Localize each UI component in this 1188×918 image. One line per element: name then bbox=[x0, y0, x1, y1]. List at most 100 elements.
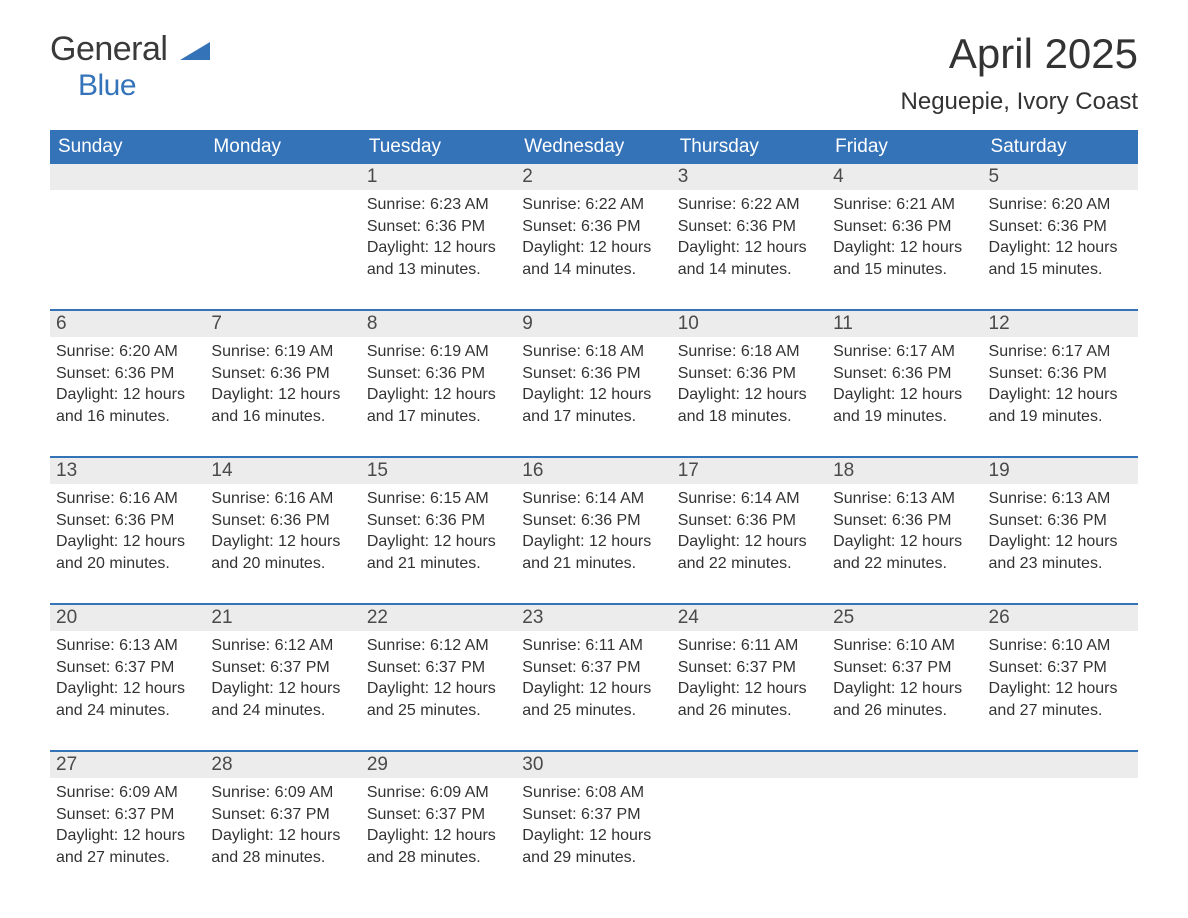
day-content: Sunrise: 6:14 AMSunset: 6:36 PMDaylight:… bbox=[516, 484, 671, 574]
day-number: 14 bbox=[205, 458, 360, 484]
daylight-text: Daylight: 12 hours and 29 minutes. bbox=[522, 825, 665, 868]
day-content: Sunrise: 6:17 AMSunset: 6:36 PMDaylight:… bbox=[983, 337, 1138, 427]
day-number: 6 bbox=[50, 311, 205, 337]
day-number bbox=[827, 752, 982, 778]
day-content: Sunrise: 6:09 AMSunset: 6:37 PMDaylight:… bbox=[205, 778, 360, 868]
day-content: Sunrise: 6:16 AMSunset: 6:36 PMDaylight:… bbox=[50, 484, 205, 574]
location: Neguepie, Ivory Coast bbox=[901, 88, 1138, 116]
day-cell: 8Sunrise: 6:19 AMSunset: 6:36 PMDaylight… bbox=[361, 311, 516, 436]
logo: General Blue bbox=[50, 30, 210, 103]
day-cell: 13Sunrise: 6:16 AMSunset: 6:36 PMDayligh… bbox=[50, 458, 205, 583]
sunrise-text: Sunrise: 6:14 AM bbox=[678, 488, 821, 510]
day-cell: 28Sunrise: 6:09 AMSunset: 6:37 PMDayligh… bbox=[205, 752, 360, 877]
daylight-text: Daylight: 12 hours and 26 minutes. bbox=[678, 678, 821, 721]
week-row: 20Sunrise: 6:13 AMSunset: 6:37 PMDayligh… bbox=[50, 603, 1138, 730]
weekday-header-row: SundayMondayTuesdayWednesdayThursdayFrid… bbox=[50, 130, 1138, 164]
daylight-text: Daylight: 12 hours and 22 minutes. bbox=[833, 531, 976, 574]
day-number: 26 bbox=[983, 605, 1138, 631]
day-content: Sunrise: 6:17 AMSunset: 6:36 PMDaylight:… bbox=[827, 337, 982, 427]
day-number bbox=[672, 752, 827, 778]
daylight-text: Daylight: 12 hours and 17 minutes. bbox=[367, 384, 510, 427]
day-cell: 15Sunrise: 6:15 AMSunset: 6:36 PMDayligh… bbox=[361, 458, 516, 583]
sunrise-text: Sunrise: 6:12 AM bbox=[367, 635, 510, 657]
day-cell: 29Sunrise: 6:09 AMSunset: 6:37 PMDayligh… bbox=[361, 752, 516, 877]
day-number: 10 bbox=[672, 311, 827, 337]
sunset-text: Sunset: 6:36 PM bbox=[211, 363, 354, 385]
day-number: 16 bbox=[516, 458, 671, 484]
day-number: 8 bbox=[361, 311, 516, 337]
sunrise-text: Sunrise: 6:18 AM bbox=[522, 341, 665, 363]
day-number: 24 bbox=[672, 605, 827, 631]
sunset-text: Sunset: 6:36 PM bbox=[833, 510, 976, 532]
sunset-text: Sunset: 6:37 PM bbox=[211, 657, 354, 679]
sunset-text: Sunset: 6:36 PM bbox=[522, 363, 665, 385]
day-content: Sunrise: 6:19 AMSunset: 6:36 PMDaylight:… bbox=[361, 337, 516, 427]
day-cell: 7Sunrise: 6:19 AMSunset: 6:36 PMDaylight… bbox=[205, 311, 360, 436]
day-cell: 20Sunrise: 6:13 AMSunset: 6:37 PMDayligh… bbox=[50, 605, 205, 730]
day-cell bbox=[983, 752, 1138, 877]
daylight-text: Daylight: 12 hours and 25 minutes. bbox=[522, 678, 665, 721]
sunrise-text: Sunrise: 6:09 AM bbox=[367, 782, 510, 804]
day-number: 9 bbox=[516, 311, 671, 337]
header-row: General Blue April 2025 Neguepie, Ivory … bbox=[50, 30, 1138, 116]
sunset-text: Sunset: 6:37 PM bbox=[211, 804, 354, 826]
sunset-text: Sunset: 6:36 PM bbox=[989, 363, 1132, 385]
sunset-text: Sunset: 6:36 PM bbox=[678, 363, 821, 385]
day-content: Sunrise: 6:13 AMSunset: 6:36 PMDaylight:… bbox=[827, 484, 982, 574]
daylight-text: Daylight: 12 hours and 17 minutes. bbox=[522, 384, 665, 427]
sunrise-text: Sunrise: 6:13 AM bbox=[56, 635, 199, 657]
day-content: Sunrise: 6:11 AMSunset: 6:37 PMDaylight:… bbox=[516, 631, 671, 721]
day-content: Sunrise: 6:18 AMSunset: 6:36 PMDaylight:… bbox=[516, 337, 671, 427]
day-cell bbox=[827, 752, 982, 877]
daylight-text: Daylight: 12 hours and 19 minutes. bbox=[833, 384, 976, 427]
day-cell: 11Sunrise: 6:17 AMSunset: 6:36 PMDayligh… bbox=[827, 311, 982, 436]
sunset-text: Sunset: 6:36 PM bbox=[56, 363, 199, 385]
sunrise-text: Sunrise: 6:20 AM bbox=[989, 194, 1132, 216]
daylight-text: Daylight: 12 hours and 28 minutes. bbox=[211, 825, 354, 868]
day-number: 12 bbox=[983, 311, 1138, 337]
week-row: 6Sunrise: 6:20 AMSunset: 6:36 PMDaylight… bbox=[50, 309, 1138, 436]
sunset-text: Sunset: 6:36 PM bbox=[211, 510, 354, 532]
day-number: 19 bbox=[983, 458, 1138, 484]
day-cell: 1Sunrise: 6:23 AMSunset: 6:36 PMDaylight… bbox=[361, 164, 516, 289]
weekday-friday: Friday bbox=[827, 130, 982, 164]
logo-main: General Blue bbox=[50, 30, 210, 103]
day-number: 25 bbox=[827, 605, 982, 631]
sunrise-text: Sunrise: 6:12 AM bbox=[211, 635, 354, 657]
day-cell: 21Sunrise: 6:12 AMSunset: 6:37 PMDayligh… bbox=[205, 605, 360, 730]
day-cell: 22Sunrise: 6:12 AMSunset: 6:37 PMDayligh… bbox=[361, 605, 516, 730]
title-block: April 2025 Neguepie, Ivory Coast bbox=[901, 30, 1138, 116]
sunset-text: Sunset: 6:36 PM bbox=[678, 510, 821, 532]
day-content: Sunrise: 6:16 AMSunset: 6:36 PMDaylight:… bbox=[205, 484, 360, 574]
daylight-text: Daylight: 12 hours and 24 minutes. bbox=[56, 678, 199, 721]
sunrise-text: Sunrise: 6:23 AM bbox=[367, 194, 510, 216]
month-title: April 2025 bbox=[901, 30, 1138, 78]
daylight-text: Daylight: 12 hours and 18 minutes. bbox=[678, 384, 821, 427]
daylight-text: Daylight: 12 hours and 28 minutes. bbox=[367, 825, 510, 868]
day-number: 27 bbox=[50, 752, 205, 778]
day-content: Sunrise: 6:09 AMSunset: 6:37 PMDaylight:… bbox=[361, 778, 516, 868]
sunset-text: Sunset: 6:36 PM bbox=[522, 510, 665, 532]
flag-icon bbox=[180, 42, 210, 62]
sunset-text: Sunset: 6:36 PM bbox=[367, 363, 510, 385]
logo-word1: General bbox=[50, 30, 167, 68]
sunrise-text: Sunrise: 6:13 AM bbox=[833, 488, 976, 510]
day-cell bbox=[672, 752, 827, 877]
day-content: Sunrise: 6:19 AMSunset: 6:36 PMDaylight:… bbox=[205, 337, 360, 427]
sunset-text: Sunset: 6:37 PM bbox=[367, 804, 510, 826]
sunset-text: Sunset: 6:36 PM bbox=[678, 216, 821, 238]
daylight-text: Daylight: 12 hours and 25 minutes. bbox=[367, 678, 510, 721]
day-content: Sunrise: 6:22 AMSunset: 6:36 PMDaylight:… bbox=[516, 190, 671, 280]
sunrise-text: Sunrise: 6:13 AM bbox=[989, 488, 1132, 510]
sunset-text: Sunset: 6:36 PM bbox=[989, 510, 1132, 532]
day-number: 29 bbox=[361, 752, 516, 778]
day-cell: 2Sunrise: 6:22 AMSunset: 6:36 PMDaylight… bbox=[516, 164, 671, 289]
sunrise-text: Sunrise: 6:18 AM bbox=[678, 341, 821, 363]
daylight-text: Daylight: 12 hours and 24 minutes. bbox=[211, 678, 354, 721]
day-cell bbox=[50, 164, 205, 289]
day-number: 3 bbox=[672, 164, 827, 190]
sunrise-text: Sunrise: 6:17 AM bbox=[989, 341, 1132, 363]
day-cell: 3Sunrise: 6:22 AMSunset: 6:36 PMDaylight… bbox=[672, 164, 827, 289]
sunset-text: Sunset: 6:37 PM bbox=[989, 657, 1132, 679]
sunset-text: Sunset: 6:36 PM bbox=[367, 216, 510, 238]
